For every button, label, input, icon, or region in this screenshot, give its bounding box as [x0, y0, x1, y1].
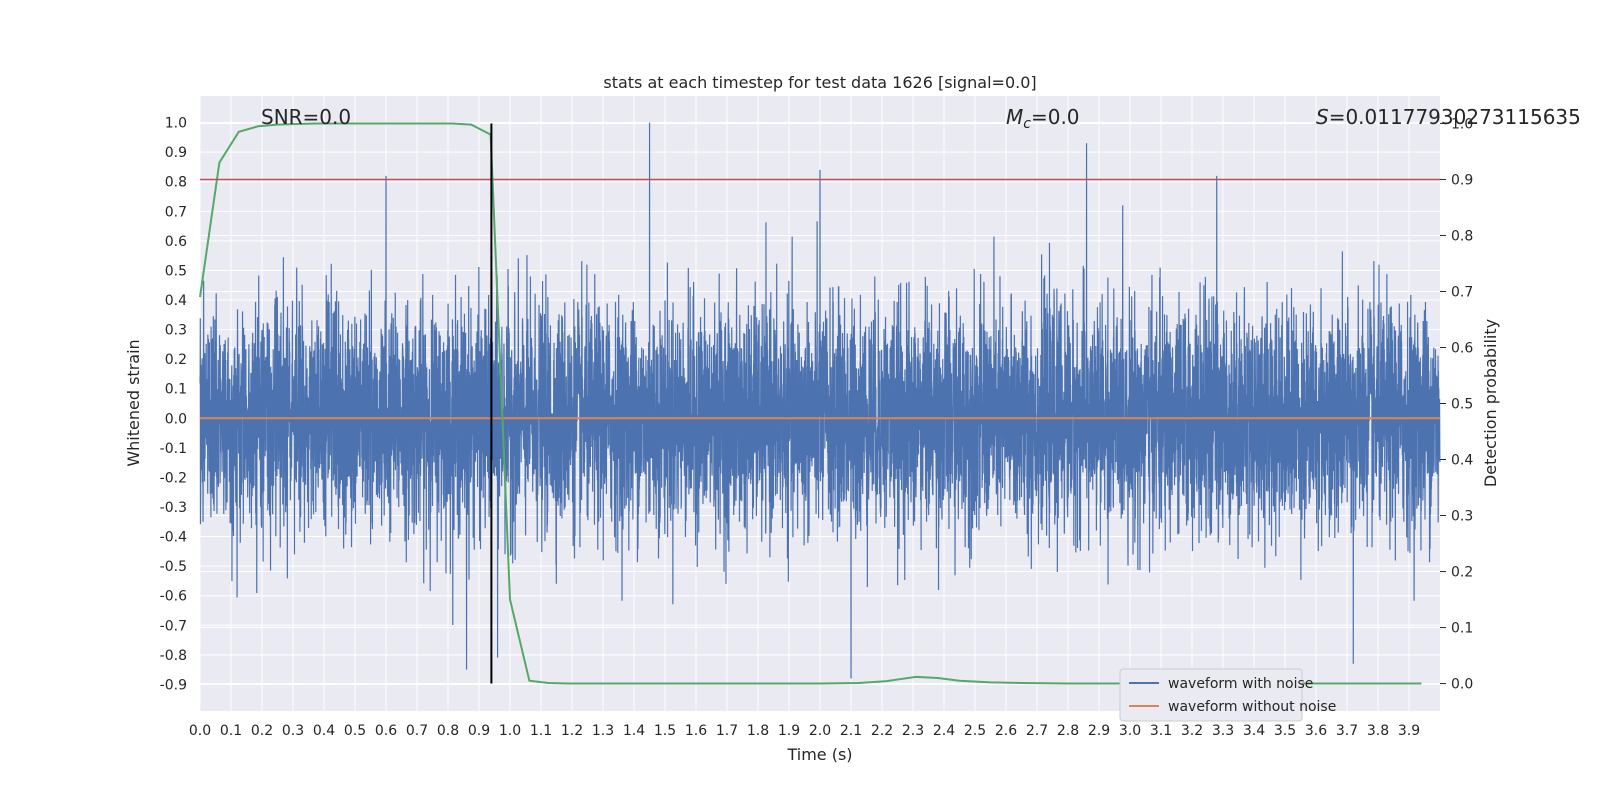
legend: waveform with noise waveform without noi… — [1119, 668, 1336, 722]
chirp-mass-subscript: c — [1023, 116, 1031, 132]
x-tick-label: 2.1 — [840, 723, 862, 739]
x-tick-label: 2.4 — [933, 723, 955, 739]
x-tick-label: 3.5 — [1274, 723, 1296, 739]
x-tick-label: 2.8 — [1057, 723, 1079, 739]
legend-box — [1119, 668, 1303, 722]
legend-label-noise: waveform with noise — [1168, 676, 1313, 692]
y-tick-label: 0.9 — [165, 145, 187, 161]
y-right-tick-label: 1.0 — [1451, 116, 1473, 132]
y-tick-label: -0.6 — [160, 589, 187, 605]
x-tick-label: 3.0 — [1119, 723, 1141, 739]
y-tick-label: -0.3 — [160, 500, 187, 516]
x-tick-label: 0.3 — [282, 723, 304, 739]
y-tick-label: -0.2 — [160, 470, 187, 486]
y-right-tick-label: 0.6 — [1451, 340, 1473, 356]
y-tick-label: 1.0 — [165, 116, 187, 132]
series-detection-probability — [199, 122, 1422, 685]
x-tick-label: 2.0 — [809, 723, 831, 739]
y-tick-label: 0.2 — [165, 352, 187, 368]
x-tick-label: 3.9 — [1398, 723, 1420, 739]
y-right-tick-label: 0.8 — [1451, 228, 1473, 244]
x-tick-label: 3.4 — [1243, 723, 1265, 739]
x-tick-label: 1.0 — [499, 723, 521, 739]
x-tick-label: 1.4 — [623, 723, 645, 739]
x-tick-label: 2.5 — [964, 723, 986, 739]
x-tick-label: 2.3 — [902, 723, 924, 739]
x-tick-label: 1.9 — [778, 723, 800, 739]
x-tick-label: 2.6 — [995, 723, 1017, 739]
x-tick-label: 0.2 — [251, 723, 273, 739]
x-tick-label: 1.2 — [561, 723, 583, 739]
x-tick-label: 0.9 — [468, 723, 490, 739]
y-tick-label: 0.0 — [165, 411, 187, 427]
y-right-tick-label: 0.3 — [1451, 509, 1473, 525]
x-tick-label: 3.8 — [1367, 723, 1389, 739]
x-tick-label: 3.6 — [1305, 723, 1327, 739]
chirp-mass-annotation: Mc=0.0 — [1006, 105, 1080, 132]
y-right-tick-label: 0.4 — [1451, 453, 1473, 469]
x-tick-label: 0.4 — [313, 723, 335, 739]
y-tick-label: -0.5 — [160, 559, 187, 575]
x-tick-label: 0.8 — [437, 723, 459, 739]
s-symbol: S — [1316, 105, 1329, 129]
x-tick-label: 1.8 — [747, 723, 769, 739]
x-tick-label: 0.1 — [220, 723, 242, 739]
x-tick-label: 3.7 — [1336, 723, 1358, 739]
x-tick-label: 2.2 — [871, 723, 893, 739]
x-tick-label: 1.3 — [592, 723, 614, 739]
x-tick-label: 2.7 — [1026, 723, 1048, 739]
legend-label-clean: waveform without noise — [1168, 699, 1336, 715]
tick-labels: 0.0 0.1 0.2 0.3 0.4 0.5 0.6 0.7 0.8 0.9 1.0 1.1 1.2 1… — [160, 116, 1474, 739]
y-tick-label: -0.8 — [160, 648, 187, 664]
x-tick-label: 1.5 — [654, 723, 676, 739]
y-tick-label: 0.3 — [165, 323, 187, 339]
x-tick-label: 0.0 — [189, 723, 211, 739]
y-tick-label: -0.9 — [160, 677, 187, 693]
chart-title: stats at each timestep for test data 162… — [603, 73, 1036, 92]
x-tick-label: 1.1 — [530, 723, 552, 739]
x-tick-label: 0.6 — [375, 723, 397, 739]
y-tick-label: 0.4 — [165, 293, 187, 309]
y-tick-label: 0.8 — [165, 175, 187, 191]
y-tick-label: -0.4 — [160, 530, 187, 546]
y-tick-label: 0.7 — [165, 204, 187, 220]
y-axis-label: Whitened strain — [124, 339, 143, 466]
y-right-tick-label: 0.1 — [1451, 621, 1473, 637]
y-right-tick-label: 0.9 — [1451, 172, 1473, 188]
x-tick-label: 3.1 — [1150, 723, 1172, 739]
y-right-tick-label: 0.5 — [1451, 397, 1473, 413]
y-right-tick-label: 0.0 — [1451, 677, 1473, 693]
chirp-mass-symbol: M — [1006, 105, 1023, 129]
y-right-tick-label: 0.7 — [1451, 284, 1473, 300]
y-axis-right-label: Detection probability — [1481, 319, 1500, 487]
snr-annotation: SNR=0.0 — [261, 105, 351, 129]
x-tick-label: 1.6 — [685, 723, 707, 739]
s-annotation: S=0.011779302731156​35 — [1316, 105, 1581, 129]
x-tick-label: 3.3 — [1212, 723, 1234, 739]
x-tick-label: 1.7 — [716, 723, 738, 739]
x-tick-label: 3.2 — [1181, 723, 1203, 739]
series-layer — [199, 122, 1441, 685]
y-tick-label: 0.6 — [165, 234, 187, 250]
y-tick-label: -0.7 — [160, 618, 187, 634]
x-tick-label: 0.5 — [344, 723, 366, 739]
y-tick-label: 0.1 — [165, 382, 187, 398]
x-axis-label: Time (s) — [786, 745, 852, 764]
series-waveform-with-noise — [199, 122, 1441, 679]
x-tick-label: 0.7 — [406, 723, 428, 739]
s-value: =0.011779302731156​35 — [1329, 105, 1581, 129]
y-tick-label: 0.5 — [165, 263, 187, 279]
chirp-mass-value: =0.0 — [1031, 105, 1080, 129]
x-tick-label: 2.9 — [1088, 723, 1110, 739]
y-tick-label: -0.1 — [160, 441, 187, 457]
y-right-tick-label: 0.2 — [1451, 565, 1473, 581]
